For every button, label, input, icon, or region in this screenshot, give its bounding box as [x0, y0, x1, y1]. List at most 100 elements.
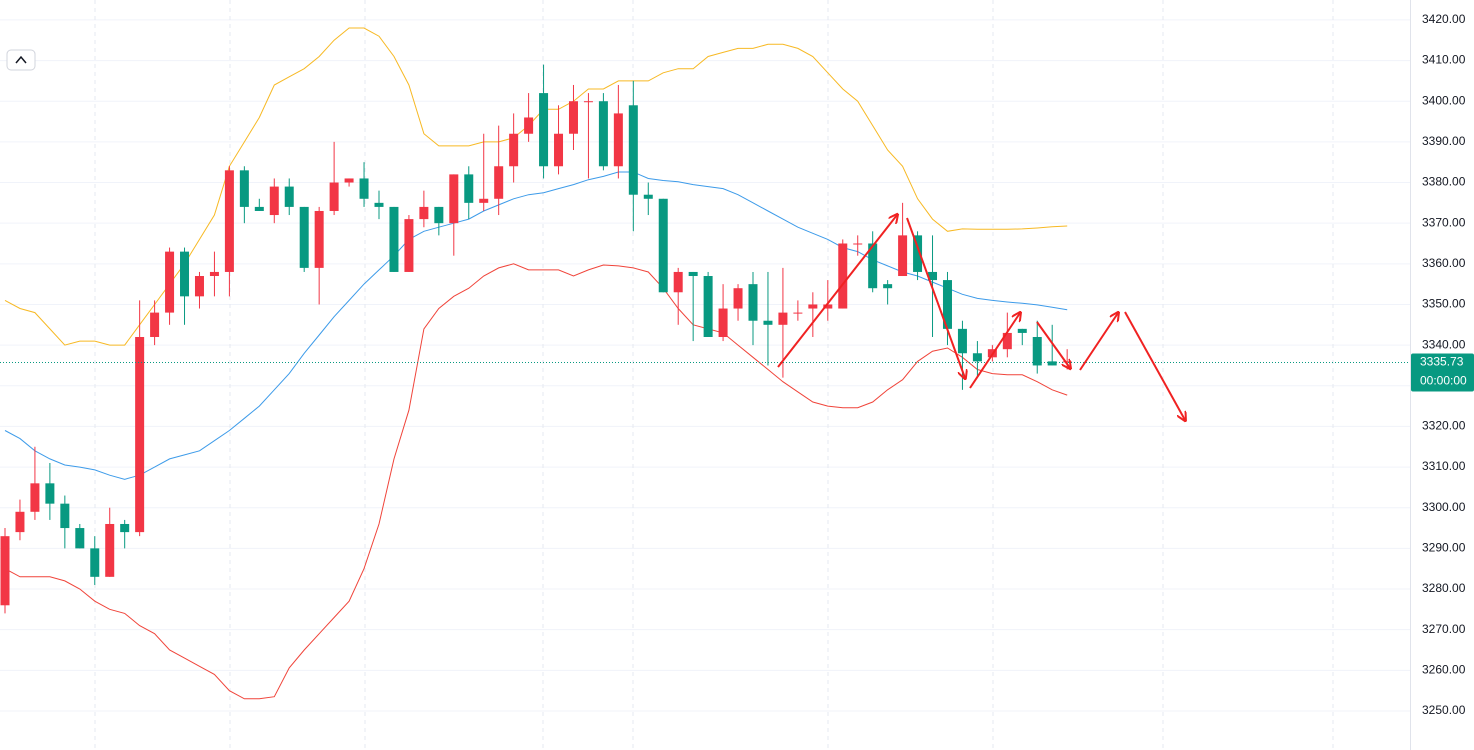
- y-tick-label: 3350.00: [1422, 297, 1466, 311]
- candle-body: [1002, 332, 1012, 350]
- y-tick-label: 3300.00: [1422, 500, 1466, 514]
- candle-body: [613, 113, 623, 167]
- price-axis: 3250.00 3260.00 3270.00 3280.00 3290.00 3300.…: [1411, 12, 1474, 717]
- candle-body: [554, 133, 564, 167]
- y-tick-label: 3260.00: [1422, 662, 1466, 676]
- candle-body: [60, 503, 70, 529]
- band-line: [4, 263, 1068, 700]
- grid: [0, 19, 1410, 712]
- y-tick-label: 3280.00: [1422, 581, 1466, 595]
- candle-body: [329, 182, 339, 211]
- candle-body: [30, 483, 40, 512]
- candle-body: [778, 312, 788, 325]
- candle-body: [135, 336, 145, 533]
- candle-body: [15, 511, 25, 533]
- arrow: [1124, 311, 1185, 420]
- candle-body: [868, 243, 878, 289]
- candle-body: [299, 206, 309, 268]
- candle-body: [314, 210, 324, 268]
- y-tick-label: 3400.00: [1422, 93, 1466, 107]
- candle-body: [524, 117, 534, 134]
- vertical-grid: [94, 0, 1334, 750]
- candle-body: [0, 536, 10, 606]
- y-tick-label: 3270.00: [1422, 622, 1466, 636]
- candle-body: [359, 178, 369, 199]
- candle-body: [658, 198, 668, 293]
- countdown-label: 00:00:00: [1420, 374, 1467, 388]
- candle-body: [389, 206, 399, 272]
- y-tick-label: 3290.00: [1422, 541, 1466, 555]
- y-tick-label: 3380.00: [1422, 175, 1466, 189]
- candle-body: [165, 251, 175, 313]
- candle-body: [808, 304, 818, 309]
- candle-body: [90, 548, 100, 577]
- candle-body: [239, 170, 249, 207]
- y-tick-label: 3310.00: [1422, 459, 1466, 473]
- y-tick-label: 3340.00: [1422, 337, 1466, 351]
- candle-body: [209, 271, 219, 277]
- candle-body: [1017, 328, 1027, 333]
- candle-body: [224, 170, 234, 272]
- candle-body: [883, 284, 893, 289]
- candle-body: [583, 101, 593, 103]
- y-tick-label: 3250.00: [1422, 703, 1466, 717]
- y-tick-label: 3320.00: [1422, 419, 1466, 433]
- candle-body: [793, 312, 803, 314]
- candle-body: [374, 202, 384, 207]
- collapse-button[interactable]: [6, 49, 36, 71]
- candle-body: [1032, 336, 1042, 366]
- annotations: [777, 215, 1185, 420]
- candle-body: [928, 271, 938, 281]
- last-price-label: 3335.73: [1420, 355, 1464, 369]
- candle-body: [748, 284, 758, 321]
- candle-body: [419, 206, 429, 220]
- candle-body: [703, 276, 713, 337]
- y-tick-label: 3360.00: [1422, 256, 1466, 270]
- candle-body: [898, 235, 908, 277]
- candle-body: [494, 166, 504, 199]
- candle-body: [1062, 361, 1072, 363]
- candle-body: [957, 328, 967, 354]
- candle-body: [404, 219, 414, 272]
- candle-body: [75, 528, 85, 549]
- candle-body: [150, 312, 160, 337]
- candle-body: [434, 206, 444, 224]
- candle-body: [105, 523, 115, 577]
- arrow: [1036, 321, 1070, 368]
- candle-body: [823, 304, 833, 309]
- y-tick-label: 3410.00: [1422, 53, 1466, 67]
- candle-body: [673, 271, 683, 293]
- candle-body: [598, 101, 608, 167]
- candle-body: [509, 133, 519, 167]
- band-line: [4, 27, 1068, 346]
- candle-body: [284, 186, 294, 207]
- candle-body: [539, 93, 549, 167]
- y-tick-label: 3420.00: [1422, 12, 1466, 26]
- candle-body: [45, 483, 55, 504]
- candle-body: [718, 308, 728, 337]
- candle-body: [853, 243, 863, 245]
- candle-body: [269, 186, 279, 216]
- candle-body: [479, 198, 489, 203]
- candle-body: [180, 251, 190, 297]
- candle-body: [733, 288, 743, 309]
- candle-body: [449, 174, 459, 224]
- button-frame[interactable]: [6, 49, 36, 71]
- candle-body: [120, 523, 130, 533]
- y-tick-label: 3370.00: [1422, 215, 1466, 229]
- candle-body: [763, 320, 773, 325]
- arrow: [906, 217, 965, 378]
- arrow: [777, 215, 897, 368]
- candle-body: [344, 178, 354, 183]
- candle-body: [628, 105, 638, 195]
- candle-body: [194, 276, 204, 297]
- candle-body: [913, 235, 923, 272]
- candle-body: [254, 206, 264, 211]
- candle-body: [643, 194, 653, 199]
- candle-body: [568, 101, 578, 134]
- candle-body: [688, 271, 698, 277]
- candle-body: [942, 280, 952, 329]
- candle-body: [464, 174, 474, 203]
